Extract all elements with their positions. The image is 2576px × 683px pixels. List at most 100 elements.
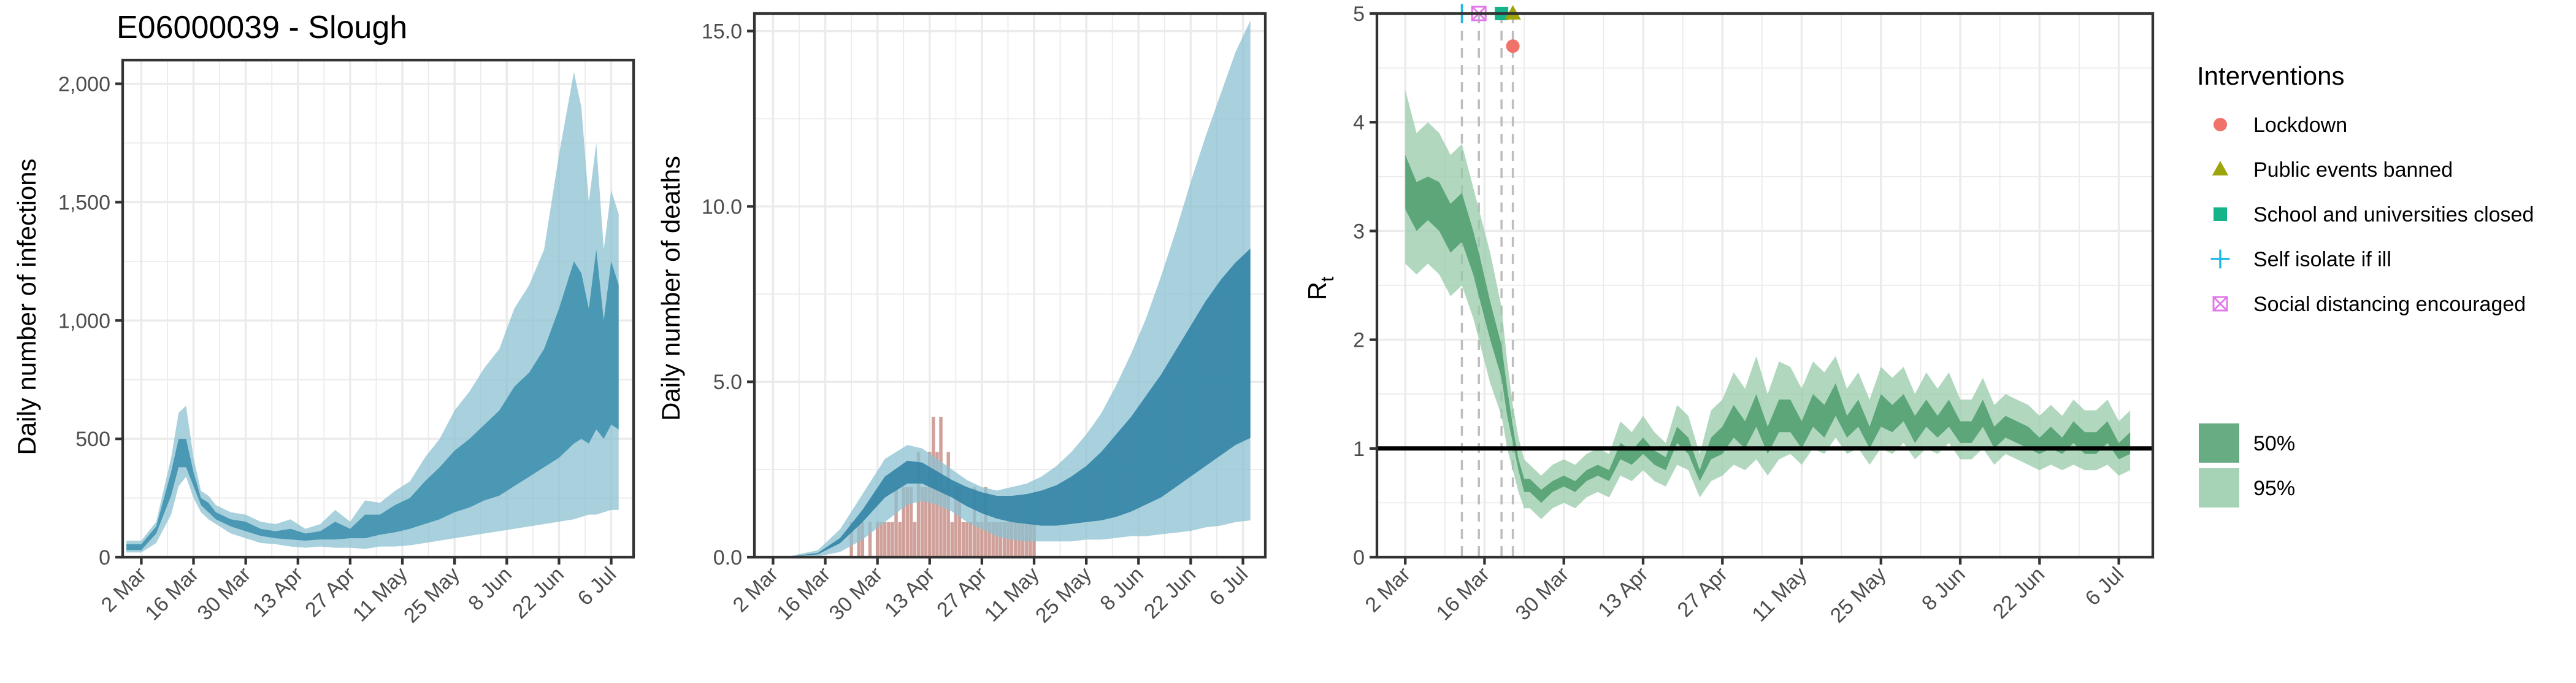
rt-panel: 0 1 2 3 4 5 2 Mar 16 Mar 30 Mar 13 Apr 27 Apr 11 Ma… [1303,2,2155,628]
x-tick-label: 6 Jul [2081,563,2129,611]
death-bar [980,522,984,557]
death-bar [879,522,883,557]
x-tick-label: 13 Apr [880,563,939,622]
x-tick-label: 13 Apr [248,563,307,622]
death-bar [894,487,898,557]
death-bar [891,522,894,557]
death-bar [905,487,910,557]
death-bar [968,522,973,557]
legend-band-label: 95% [2253,477,2295,500]
y-tick-label: 5.0 [713,371,742,394]
ribbon-50 [758,249,1251,557]
panel-border [1375,12,2155,559]
death-bar [954,487,958,557]
death-bar [987,522,991,557]
public-events-marker [2212,161,2229,176]
death-bar [957,487,962,557]
death-bar [976,522,980,557]
death-bar [902,487,905,557]
x-tick-label: 22 Jun [508,563,569,623]
y-tick-label: 2 [1353,329,1365,352]
x-tick-label: 25 May [1826,563,1891,628]
legend-title: Interventions [2197,61,2344,90]
y-axis-label: Rt [1303,276,1338,300]
x-tick-label: 30 Mar [825,563,887,625]
death-bar [928,452,932,557]
x-tick-label: 30 Mar [1511,563,1574,625]
legend-item-label: Self isolate if ill [2253,248,2391,271]
legend-band-swatch [2199,423,2239,463]
x-tick-label: 11 May [1747,563,1811,627]
death-bar [868,522,872,557]
death-bar [991,522,995,557]
death-bar [898,522,902,557]
death-bar [924,487,928,557]
x-tick-label: 16 Mar [140,563,203,625]
death-bar [961,522,965,557]
x-tick-label: 11 May [980,563,1044,627]
death-bar [920,487,924,557]
schools-marker [2214,207,2227,221]
death-bar [1006,522,1010,557]
y-tick-label: 3 [1353,220,1365,243]
legend-item-label: Public events banned [2253,158,2453,182]
death-bar [875,522,880,557]
death-bar [943,487,946,557]
lockdown-marker [1506,39,1520,53]
x-tick-label: 25 May [399,563,464,628]
death-bar [883,522,887,557]
x-tick-label: 6 Jul [1205,563,1253,611]
death-bar [995,522,999,557]
chart-title: E06000039 - Slough [117,10,407,45]
panel-border [753,12,1267,559]
y-tick-label: 4 [1353,111,1365,134]
x-tick-label: 22 Jun [1988,563,2049,623]
death-bar [861,522,865,557]
social-distancing-marker [2212,296,2228,312]
x-tick-label: 27 Apr [1673,563,1732,622]
death-bar [909,487,913,557]
x-tick-label: 16 Mar [1432,563,1494,625]
death-bar [913,522,917,557]
self-isolate-marker [2210,249,2230,269]
death-bar [916,452,921,557]
panel-border [121,58,635,559]
y-tick-label: 0 [1353,546,1365,569]
x-tick-label: 6 Jul [573,563,621,611]
x-tick-label: 22 Jun [1140,563,1200,623]
x-tick-label: 2 Mar [1360,563,1414,617]
x-tick-label: 25 May [1031,563,1096,628]
legend: Interventions Lockdown Public events banne… [2197,61,2534,507]
death-bar [999,522,1003,557]
y-tick-label: 1,000 [58,309,110,333]
death-bar [1002,522,1006,557]
lockdown-marker [2214,118,2227,131]
legend-item-label: Social distancing encouraged [2253,293,2526,316]
y-tick-label: 0 [99,546,110,569]
x-tick-label: 11 May [348,563,412,627]
y-tick-label: 1 [1353,438,1365,461]
x-tick-label: 16 Mar [772,563,835,625]
y-axis-label: Daily number of deaths [656,156,685,421]
legend-band-swatch [2199,468,2239,507]
legend-band-label: 50% [2253,432,2295,455]
x-tick-label: 30 Mar [193,563,256,625]
death-bar [1010,522,1014,557]
x-tick-label: 8 Jun [1917,563,1970,615]
y-tick-label: 2,000 [58,73,110,96]
ribbon-50 [126,249,619,550]
legend-item-label: School and universities closed [2253,203,2534,226]
y-tick-label: 15.0 [702,20,742,44]
x-tick-label: 13 Apr [1593,563,1652,622]
y-axis-label: Daily number of infections [12,158,41,455]
ribbon-50 [1405,155,2131,503]
y-tick-label: 10.0 [702,195,742,218]
death-bar [887,522,891,557]
death-bar [965,522,969,557]
y-tick-label: 1,500 [58,191,110,214]
y-tick-label: 5 [1353,2,1365,26]
death-bar [950,522,954,557]
